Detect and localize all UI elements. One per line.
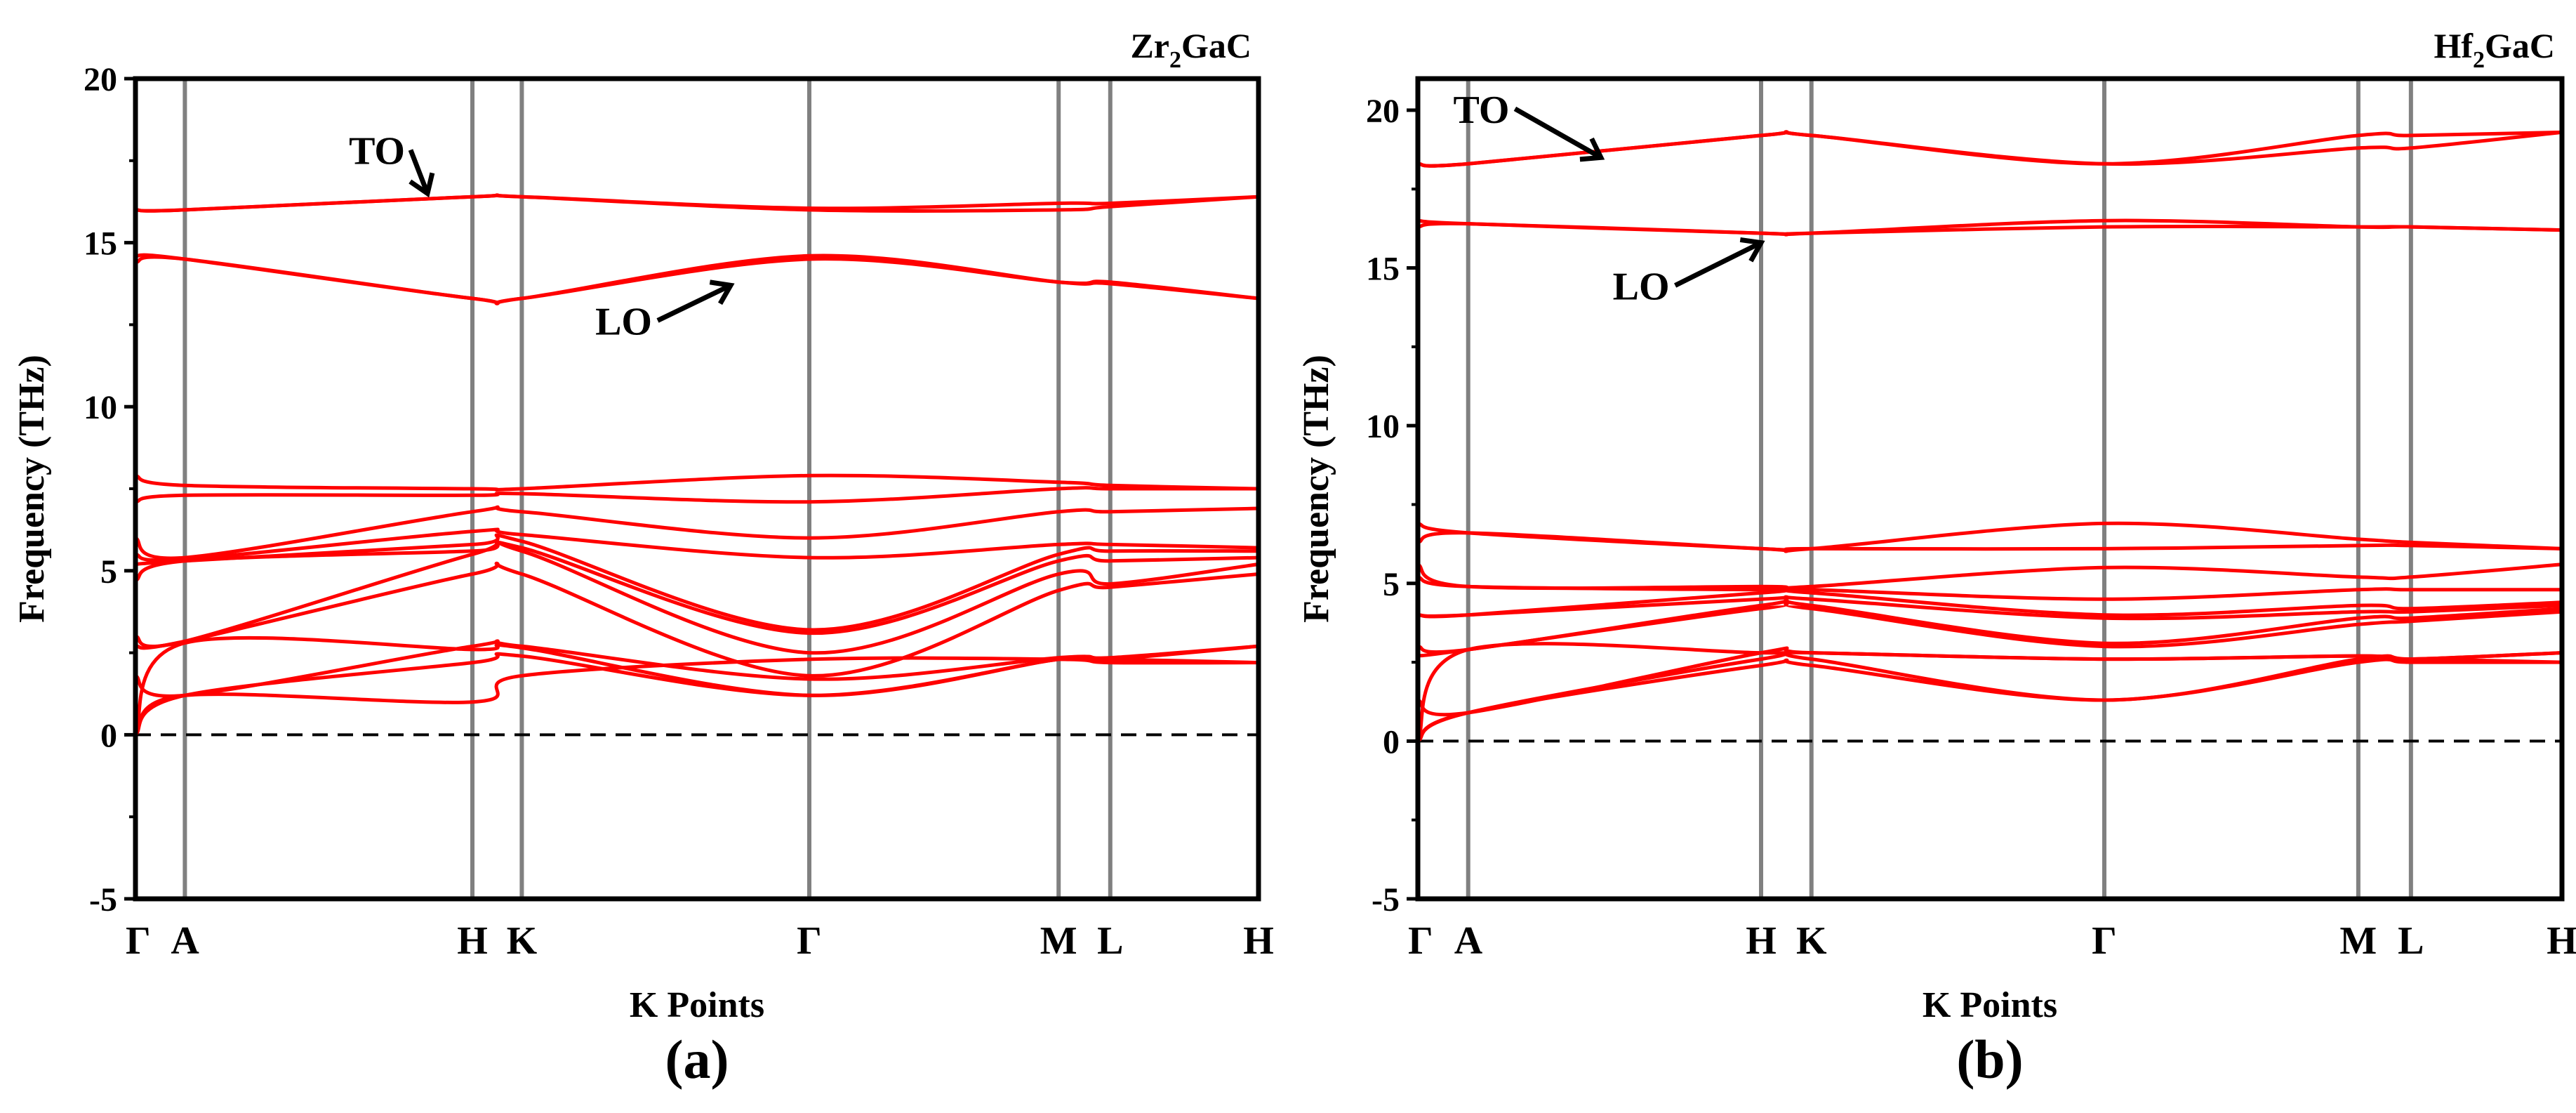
panel-letter: (b) [1956, 1029, 2023, 1090]
y-axis-title: Frequency (THz) [12, 355, 52, 623]
x-axis-title: K Points [1923, 985, 2057, 1025]
band-b6 [135, 539, 1259, 655]
band-b10 [134, 505, 1259, 560]
title-subscript: 2 [2473, 47, 2485, 73]
annotation-to: TO [1453, 88, 1509, 132]
kpoint-label-6: L [2398, 919, 2424, 963]
kpoint-label-1: A [1454, 919, 1483, 963]
band-b12 [1417, 521, 2563, 553]
band-b6 [1417, 598, 2563, 654]
annotation-arrow-head [1739, 237, 1765, 263]
y-axis-title: Frequency (THz) [1296, 355, 1336, 623]
y-tick-label: 15 [84, 225, 117, 263]
annotation-arrow-head [409, 172, 435, 198]
band-b14 [1417, 218, 2563, 237]
y-tick-label: 5 [100, 553, 117, 591]
title-element: Hf [2434, 26, 2474, 65]
title-rest: GaC [2485, 26, 2555, 65]
band-b4 [1416, 646, 2563, 717]
y-tick-label: 10 [84, 389, 117, 426]
band-b10 [1416, 562, 2563, 591]
y-tick-label: 0 [1383, 723, 1400, 760]
y-tick-label: 15 [1366, 251, 1400, 288]
y-tick-label: 5 [1383, 566, 1400, 603]
kpoint-label-2: H [457, 919, 488, 963]
band-b8 [135, 533, 1259, 632]
band-b2 [1416, 651, 2563, 743]
band-b1 [134, 656, 1259, 737]
y-tick-label: 0 [100, 717, 117, 754]
x-axis-title: K Points [630, 985, 764, 1025]
band-b2 [134, 652, 1259, 737]
kpoint-label-0: Γ [126, 919, 151, 963]
annotation-arrow-head [1579, 137, 1605, 162]
band-b1 [1416, 657, 2562, 743]
panel-title: Zr2GaC [1130, 26, 1252, 73]
kpoint-label-5: M [2339, 919, 2377, 963]
annotation-to: TO [349, 129, 405, 173]
band-b5 [135, 561, 1259, 678]
y-tick-label: 10 [1366, 408, 1400, 445]
y-tick-label: -5 [1372, 881, 1400, 918]
kpoint-label-4: Γ [797, 919, 822, 963]
panel-letter: (a) [665, 1029, 729, 1090]
annotation-lo: LO [595, 300, 652, 343]
kpoint-label-6: L [1097, 919, 1123, 963]
kpoint-label-2: H [1746, 919, 1777, 963]
band-b8 [1417, 588, 2563, 619]
band-b9 [135, 527, 1259, 562]
band-b16 [1417, 130, 2563, 168]
title-subscript: 2 [1169, 47, 1181, 73]
annotation-arrow-shaft [1513, 106, 1602, 160]
annotation-arrow-shaft [408, 149, 430, 195]
kpoint-label-3: K [507, 919, 538, 963]
band-b16 [135, 193, 1259, 213]
band-b13 [135, 255, 1259, 305]
kpoint-label-1: A [171, 919, 199, 963]
annotation-arrow-shaft [656, 283, 732, 323]
kpoint-label-4: Γ [2092, 919, 2117, 963]
annotation-arrow-shaft [1674, 240, 1762, 288]
kpoint-label-3: K [1796, 919, 1827, 963]
kpoint-label-0: Γ [1408, 919, 1433, 963]
band-b7 [1417, 595, 2563, 621]
band-b4 [134, 639, 1259, 698]
kpoint-label-5: M [1040, 919, 1077, 963]
title-element: Zr [1130, 26, 1169, 65]
y-tick-label: -5 [89, 881, 117, 918]
kpoint-label-7: H [2547, 919, 2576, 963]
panel-title: Hf2GaC [2434, 26, 2555, 73]
band-b12 [135, 473, 1259, 492]
annotation-lo: LO [1613, 265, 1670, 308]
annotation-arrow-head [709, 279, 735, 305]
band-b11 [135, 486, 1259, 504]
title-rest: GaC [1181, 26, 1252, 65]
kpoint-label-7: H [1243, 919, 1274, 963]
y-tick-label: 20 [1366, 93, 1400, 130]
y-tick-label: 20 [84, 61, 117, 98]
plot-frame [1415, 76, 2565, 902]
band-b14 [135, 253, 1259, 305]
